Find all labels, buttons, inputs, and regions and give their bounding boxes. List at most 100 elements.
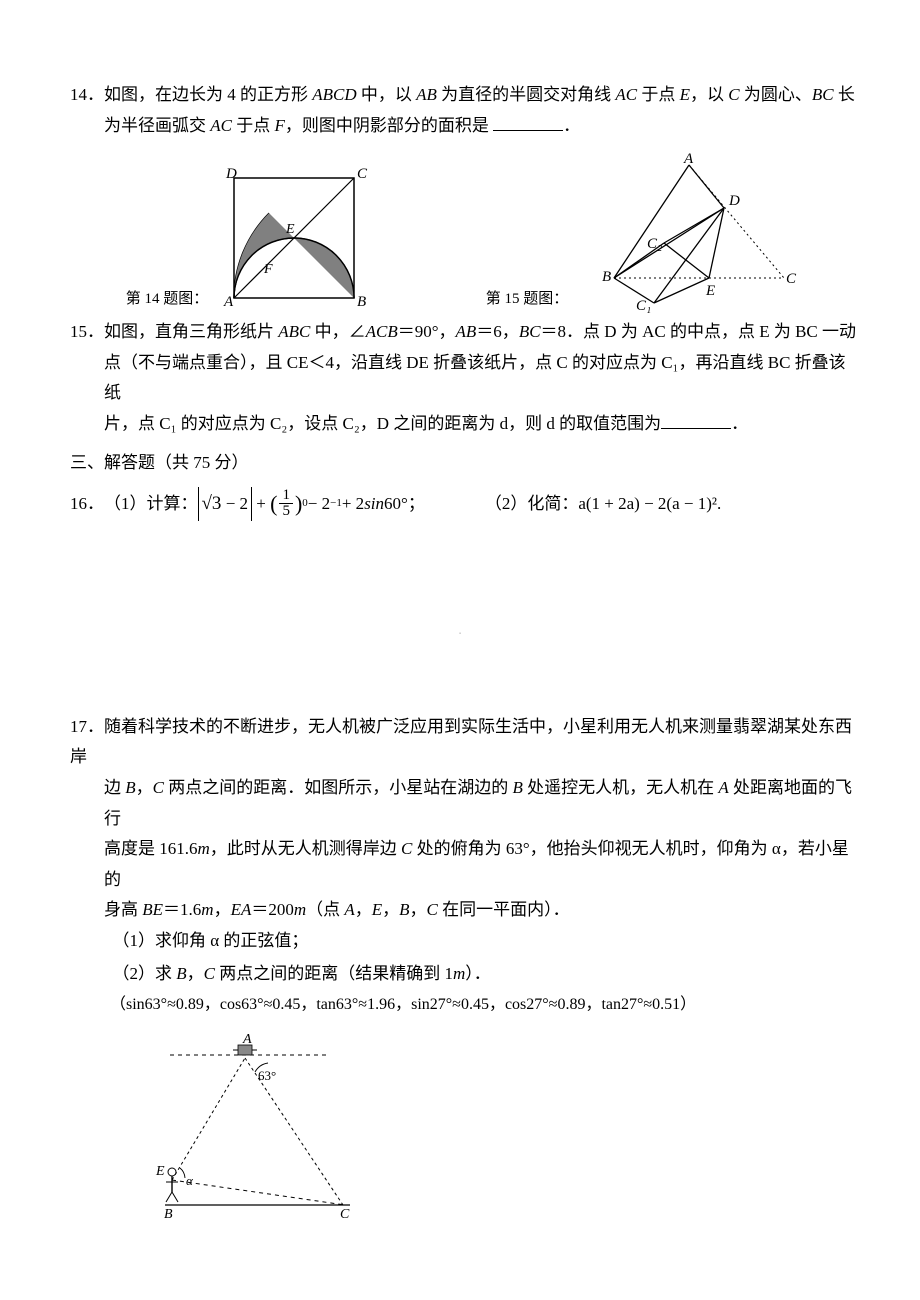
p14-t7: 长 bbox=[834, 85, 855, 104]
fig14-F: F bbox=[263, 262, 273, 277]
fig15-C2: C₂ bbox=[647, 236, 662, 252]
p14-t6: 为圆心、 bbox=[740, 85, 812, 104]
p17-l4-ea: EA bbox=[231, 900, 252, 919]
problem-14: 14．如图，在边长为 4 的正方形 ABCD 中，以 AB 为直径的半圆交对角线… bbox=[70, 80, 860, 141]
fig15-Cc: C bbox=[786, 271, 797, 287]
p14-c: C bbox=[728, 85, 739, 104]
p16-part2: （2）化简： a(1 + 2a) − 2(a − 1)². bbox=[485, 489, 721, 520]
p16-p1-label: （1）计算： bbox=[104, 489, 198, 520]
p17-l4-m2: m bbox=[294, 900, 306, 919]
p17-l2-1: 边 bbox=[104, 778, 125, 797]
p14-l2-2: 于点 bbox=[232, 116, 275, 135]
p15-l2: 点（不与端点重合），且 CE＜4，沿直线 DE 折叠该纸片，点 C 的对应点为 … bbox=[104, 353, 846, 403]
p15-abc: ABC bbox=[278, 322, 310, 341]
p14-l2-ac: AC bbox=[210, 116, 232, 135]
p16-fn: 1 bbox=[279, 488, 293, 504]
p17-l3-c: C bbox=[401, 839, 412, 858]
p17-l3-2: ，此时从无人机测得岸边 bbox=[210, 839, 401, 858]
p14-e: E bbox=[680, 85, 690, 104]
p14-l2-3: ，则图中阴影部分的面积是 bbox=[285, 116, 493, 135]
p17-l4-e: E bbox=[372, 900, 382, 919]
p17-l4-8: ， bbox=[410, 900, 427, 919]
p16-en1: −1 bbox=[330, 494, 342, 514]
p15-ab: AB bbox=[456, 322, 477, 341]
p14-t2: 中，以 bbox=[357, 85, 417, 104]
p17-s2-m: m bbox=[453, 964, 465, 983]
p14-abcd: ABCD bbox=[312, 85, 356, 104]
fig14-A: A bbox=[223, 294, 234, 310]
p17-l4-7: ， bbox=[382, 900, 399, 919]
p14-l2-1: 为半径画弧交 bbox=[104, 116, 210, 135]
p17-l3-1: 高度是 161.6 bbox=[104, 839, 198, 858]
fig14-label: 第 14 题图： bbox=[126, 286, 209, 313]
p17-s2-4: ）． bbox=[465, 964, 491, 983]
problem-15: 15．如图，直角三角形纸片 ABC 中，∠ACB＝90°，AB＝6，BC＝8．点… bbox=[70, 317, 860, 439]
p16-t3: − 2 bbox=[308, 489, 330, 520]
problem-17: 17．随着科学技术的不断进步，无人机被广泛应用到实际生活中，小星利用无人机来测量… bbox=[70, 712, 860, 1020]
p17-s2-b: B bbox=[176, 964, 186, 983]
p14-t3: 为直径的半圆交对角线 bbox=[437, 85, 616, 104]
p17-l2-4: 处遥控无人机，无人机在 bbox=[523, 778, 719, 797]
p17-l2-2: ， bbox=[136, 778, 153, 797]
fig14-wrap: 第 14 题图： D C A B E F bbox=[126, 163, 375, 313]
p17-l4-b: B bbox=[399, 900, 409, 919]
fig15-D: D bbox=[728, 193, 740, 209]
fig14-B: B bbox=[357, 294, 366, 310]
p17-l2-3: 两点之间的距离．如图所示，小星站在湖边的 bbox=[164, 778, 513, 797]
fig14-C: C bbox=[357, 166, 368, 182]
p17-trig: （sin63°≈0.89，cos63°≈0.45，tan63°≈1.96，sin… bbox=[70, 991, 860, 1020]
p17-l4-5: （点 bbox=[306, 900, 344, 919]
p17-l3-m: m bbox=[198, 839, 210, 858]
p16-f2: a(1 + 2a) − 2(a − 1)². bbox=[578, 489, 721, 520]
p17-l4-6: ， bbox=[355, 900, 372, 919]
p17-l2-b: B bbox=[125, 778, 135, 797]
fig17-C: C bbox=[340, 1207, 350, 1220]
p16-deg: 60° bbox=[384, 489, 408, 520]
p16-part1: 16． （1）计算： √3 − 2 + (15)0 − 2−1 + 2sin60… bbox=[70, 484, 425, 524]
p17-s2-3: 两点之间的距离（结果精确到 1 bbox=[215, 964, 453, 983]
p16-sin: sin bbox=[364, 489, 384, 520]
figures-row: 第 14 题图： D C A B E F 第 15 题图： bbox=[70, 153, 860, 313]
p17-l2-b2: B bbox=[512, 778, 522, 797]
p15-acb: ACB bbox=[366, 322, 398, 341]
p17-l4-be: BE bbox=[142, 900, 163, 919]
p15-num: 15． bbox=[70, 322, 104, 341]
blank-15[interactable] bbox=[661, 412, 731, 429]
p17-l4-4: ＝200 bbox=[251, 900, 294, 919]
fig17-svg: A 63° E α B C bbox=[150, 1030, 370, 1220]
workspace-gap bbox=[70, 532, 860, 682]
p14-t5: ，以 bbox=[690, 85, 728, 104]
fig15-wrap: 第 15 题图： A D B C E C₁ C₂ bbox=[486, 153, 805, 313]
fig15-A: A bbox=[683, 153, 694, 167]
p17-s2-1: （2）求 bbox=[113, 964, 177, 983]
fig15-Ee: E bbox=[705, 283, 715, 299]
p16-semi: ； bbox=[408, 489, 425, 520]
p17-l4-a: A bbox=[344, 900, 354, 919]
fig14-D: D bbox=[225, 166, 237, 182]
p17-l4-m1: m bbox=[201, 900, 213, 919]
p15-t5: ＝8．点 D 为 AC 的中点，点 E 为 BC 一动 bbox=[541, 322, 856, 341]
p17-l2-a: A bbox=[718, 778, 728, 797]
p17-l4-9: 在同一平面内）． bbox=[438, 900, 570, 919]
blank-14[interactable] bbox=[493, 114, 563, 131]
p16-sqrt3: √3 bbox=[202, 493, 222, 514]
p15-l3-1: 片，点 C₁ 的对应点为 C₂，设点 C₂，D 之间的距离为 d，则 d 的取值… bbox=[104, 414, 661, 433]
p14-t1: 如图，在边长为 4 的正方形 bbox=[104, 85, 312, 104]
p17-s2-c: C bbox=[204, 964, 215, 983]
problem-16: 16． （1）计算： √3 − 2 + (15)0 − 2−1 + 2sin60… bbox=[70, 484, 860, 524]
p14-ab: AB bbox=[416, 85, 437, 104]
p14-l2-f: F bbox=[274, 116, 284, 135]
p14-t4: 于点 bbox=[637, 85, 680, 104]
fig15-C1: C₁ bbox=[636, 298, 651, 313]
p16-num: 16． bbox=[70, 489, 104, 520]
p17-l4-2: ＝1.6 bbox=[163, 900, 201, 919]
p14-l2-4: ． bbox=[563, 116, 580, 135]
fig17-A: A bbox=[242, 1032, 252, 1047]
p16-fd: 5 bbox=[279, 504, 293, 519]
p17-l4-c: C bbox=[427, 900, 438, 919]
fig17-wrap: A 63° E α B C bbox=[150, 1030, 860, 1231]
p15-t1: 如图，直角三角形纸片 bbox=[104, 322, 278, 341]
p15-t3: ＝90°， bbox=[398, 322, 456, 341]
fig15-B: B bbox=[602, 269, 611, 285]
p14-ac: AC bbox=[615, 85, 637, 104]
